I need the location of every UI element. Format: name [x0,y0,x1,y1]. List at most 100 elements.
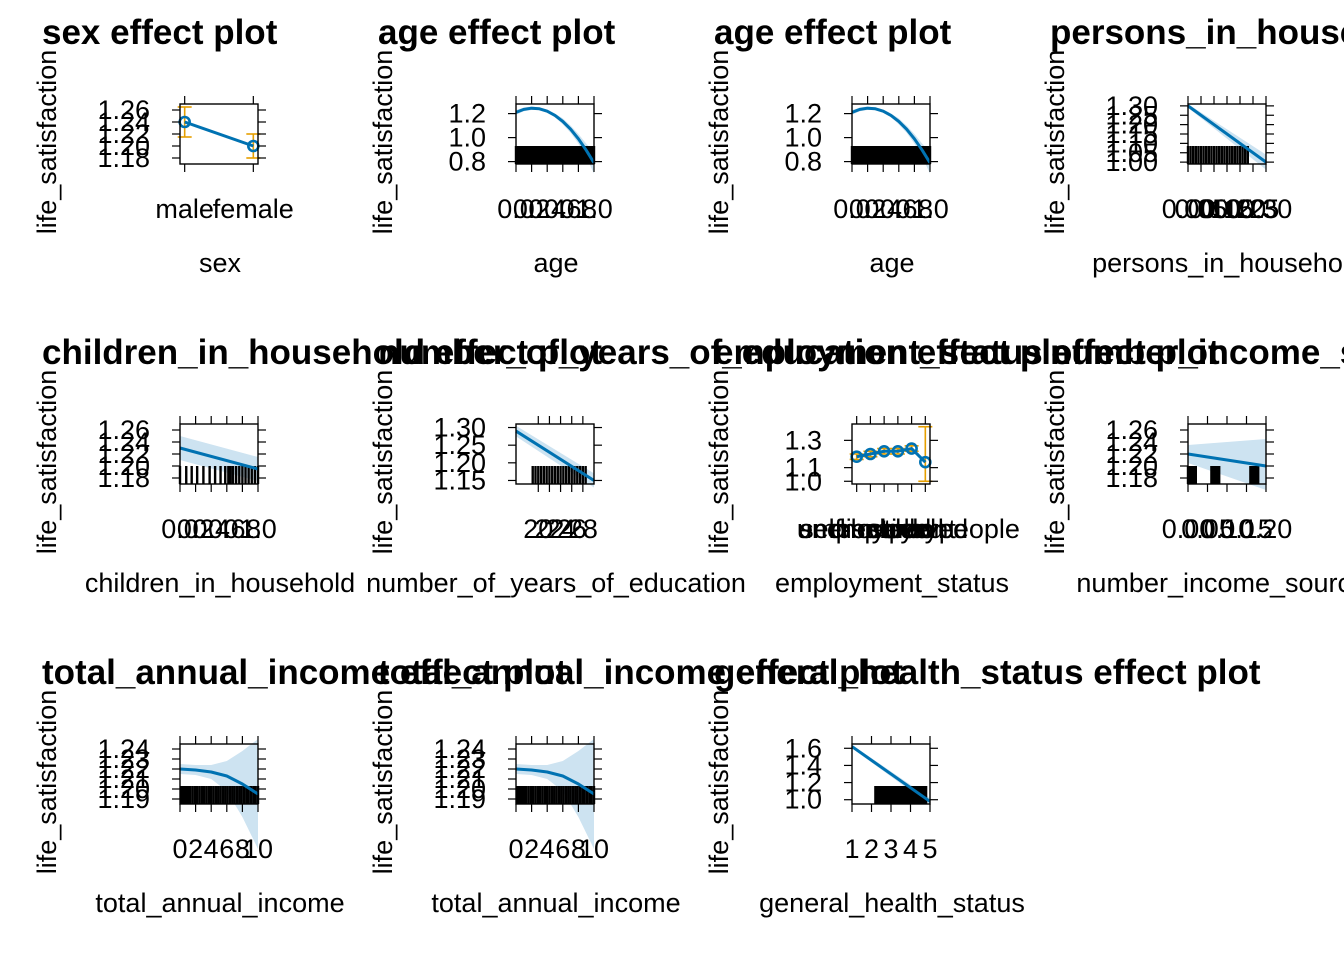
x-axis-label: general_health_status [759,888,1025,918]
y-tick-label: 1.15 [1105,119,1158,149]
x-tick-label: 0.2 [513,194,551,224]
x-axis-label: number_income_sources [1076,568,1344,598]
y-axis-label: life_satisfaction [704,370,734,555]
x-tick-label: 0.0 [497,194,535,224]
x-tick-label: 1.0 [911,194,949,224]
x-tick-label: 20 [523,514,553,544]
y-tick-label: 1.3 [784,425,822,455]
effect-point [891,444,905,458]
x-tick-label: 0.0 [833,194,871,224]
y-tick-label: 1.24 [433,734,486,764]
x-tick-label: retired [860,514,937,544]
effect-line [515,767,595,796]
x-tick-label: 0.00 [1162,194,1215,224]
x-tick-label: 26 [557,514,587,544]
x-axis-label: children_in_household [85,568,355,598]
y-tick-label: 1.1 [784,453,822,483]
effect-line [856,447,927,464]
y-tick-label: 1.30 [1105,91,1158,121]
x-tick-label: 0 [172,834,187,864]
y-tick-label: 1.18 [1105,463,1158,493]
panel-title: employment_status effect plot [714,333,1220,372]
x-tick-label: 0.10 [1188,194,1241,224]
x-tick-label: 0.8 [224,514,262,544]
x-axis-label: total_annual_income [431,888,680,918]
y-tick-label: 1.22 [97,754,150,784]
x-tick-label: 0.20 [1214,194,1267,224]
confidence-band [180,739,258,849]
y-tick-label: 1.19 [433,784,486,814]
x-tick-label: 0.20 [1240,514,1293,544]
panel-frame [515,743,595,805]
panel-frame [515,423,595,485]
x-tick-label: disabled people [831,514,1020,544]
panel-title: general_health_status effect plot [714,653,1261,692]
panel-title: sex effect plot [42,13,278,52]
confidence-band [1188,439,1266,490]
effect-point [864,447,877,461]
y-tick-label: 1.20 [1105,110,1158,140]
x-tick-label: 0.0 [161,514,199,544]
panel-frame [851,103,931,165]
y-axis-label: life_satisfaction [368,370,398,555]
x-axis-label: age [533,248,578,278]
x-tick-label: 1 [844,834,859,864]
y-tick-label: 1.10 [1105,128,1158,158]
y-tick-label: 1.24 [97,427,150,457]
y-tick-label: 1.0 [784,466,822,496]
x-tick-label: self-employed [800,514,968,544]
x-tick-label: 24 [546,514,576,544]
panel-title: age effect plot [378,13,616,52]
y-tick-label: 1.22 [433,754,486,784]
y-tick-label: 1.23 [97,744,150,774]
panel-title: age effect plot [714,13,952,52]
effect-panel: general_health_status effect plotlife_sa… [704,653,1261,918]
x-tick-label: 22 [534,514,564,544]
y-tick-label: 1.21 [433,764,486,794]
y-tick-label: 1.18 [97,143,150,173]
panel-title: children_in_household effect plot [42,333,602,372]
effect-panel: children_in_household effect plotlife_sa… [32,333,602,598]
y-tick-label: 1.30 [433,413,486,443]
x-tick-label: 28 [568,514,598,544]
panel-title: number_of_years_of_education effect plot [378,333,1084,372]
x-tick-label: 10 [243,834,273,864]
x-tick-label: 4 [540,834,555,864]
x-axis-label: employment_status [775,568,1009,598]
y-tick-label: 1.24 [1105,427,1158,457]
x-tick-label: 8 [235,834,250,864]
y-tick-label: 1.19 [97,784,150,814]
y-tick-label: 1.6 [784,733,822,763]
y-tick-label: 1.00 [1105,147,1158,177]
effect-panel: age effect plotlife_satisfactionage1.21.… [704,13,952,278]
y-axis-label: life_satisfaction [368,50,398,235]
x-tick-label: 0.05 [1181,514,1234,544]
x-tick-label: 0.8 [560,194,598,224]
effect-panel: number_income_sources effect plotlife_sa… [1040,333,1344,598]
y-tick-label: 1.2 [784,768,822,798]
x-tick-label: 0.05 [1175,194,1228,224]
y-tick-label: 1.26 [97,415,150,445]
x-tick-label: 5 [922,834,937,864]
y-tick-label: 1.20 [97,451,150,481]
y-tick-label: 1.05 [1105,138,1158,168]
x-tick-label: 0.6 [208,514,246,544]
x-tick-label: employed [798,514,915,544]
y-tick-label: 1.0 [448,123,486,153]
y-tick-label: 1.22 [97,119,150,149]
y-axis-label: life_satisfaction [32,50,62,235]
y-axis-label: life_satisfaction [1040,50,1070,235]
effect-line [851,745,931,803]
y-tick-label: 1.4 [784,750,822,780]
x-tick-label: 0.30 [1240,194,1293,224]
y-axis-label: life_satisfaction [368,690,398,875]
x-tick-label: 0.4 [528,194,566,224]
effect-panel: total_annual_income effect plotlife_sati… [368,653,903,918]
x-tick-label: male [155,194,214,224]
effect-line [1187,452,1267,468]
y-tick-label: 1.20 [1105,451,1158,481]
y-tick-label: 1.0 [784,785,822,815]
y-axis-label: life_satisfaction [1040,370,1070,555]
y-tick-label: 1.2 [448,99,486,129]
panel-title: total_annual_income effect plot [378,653,903,692]
